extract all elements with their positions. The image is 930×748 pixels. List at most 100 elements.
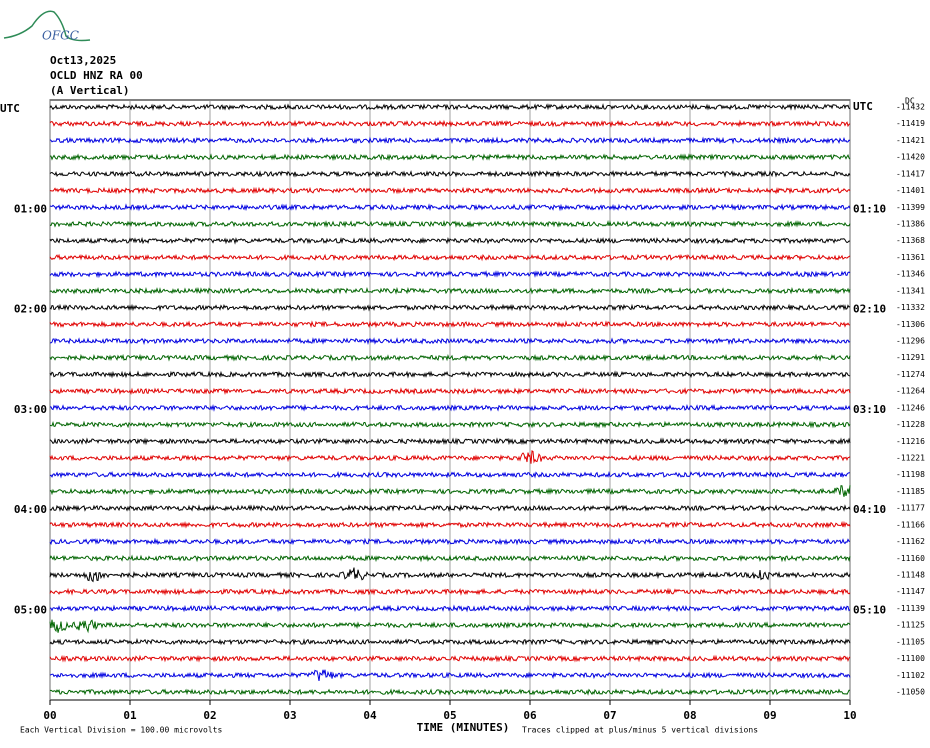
trace bbox=[49, 520, 851, 530]
offset-label: -11125 bbox=[896, 621, 925, 630]
trace bbox=[49, 437, 851, 446]
trace bbox=[49, 450, 851, 464]
trace bbox=[49, 203, 851, 212]
x-tick-label: 04 bbox=[363, 709, 377, 722]
x-tick-label: 09 bbox=[763, 709, 776, 722]
offset-label: -11221 bbox=[896, 454, 925, 463]
offset-label: -11401 bbox=[896, 186, 925, 195]
offset-label: -11386 bbox=[896, 220, 925, 229]
offset-label: -11296 bbox=[896, 337, 925, 346]
row-label-right: 02:10 bbox=[853, 303, 886, 316]
x-tick-label: 05 bbox=[443, 709, 456, 722]
x-tick-label: 00 bbox=[43, 709, 56, 722]
offset-label: -11246 bbox=[896, 403, 925, 412]
trace bbox=[49, 420, 851, 429]
offset-label: -11050 bbox=[896, 688, 925, 697]
offset-label: -11368 bbox=[896, 236, 925, 245]
offset-label: -11147 bbox=[896, 587, 925, 596]
row-label-right: 03:10 bbox=[853, 403, 886, 416]
trace bbox=[49, 387, 851, 396]
trace bbox=[49, 119, 851, 128]
row-label-left: 03:00 bbox=[14, 403, 47, 416]
offset-label: -11346 bbox=[896, 270, 925, 279]
x-axis-label: TIME (MINUTES) bbox=[417, 721, 510, 734]
trace bbox=[49, 353, 851, 362]
offset-label: -11148 bbox=[896, 571, 925, 580]
offset-label: -11216 bbox=[896, 437, 925, 446]
offset-label: -11361 bbox=[896, 253, 925, 262]
row-label-left: 05:00 bbox=[14, 603, 47, 616]
trace bbox=[49, 270, 851, 279]
trace bbox=[49, 303, 851, 312]
trace bbox=[49, 103, 851, 111]
trace bbox=[49, 504, 851, 512]
trace bbox=[49, 637, 851, 646]
offset-label: -11198 bbox=[896, 470, 925, 479]
row-label-left: 04:00 bbox=[14, 503, 47, 516]
trace bbox=[49, 186, 851, 195]
row-label-left: 02:00 bbox=[14, 303, 47, 316]
offset-label: -11417 bbox=[896, 169, 925, 178]
x-tick-label: 03 bbox=[283, 709, 296, 722]
row-label-right: 05:10 bbox=[853, 603, 886, 616]
offset-label: -11139 bbox=[896, 604, 925, 613]
trace bbox=[49, 170, 851, 178]
trace bbox=[49, 604, 851, 613]
footnote: Traces clipped at plus/minus 5 vertical … bbox=[522, 726, 758, 735]
offset-label: -11420 bbox=[896, 153, 925, 162]
trace bbox=[49, 286, 851, 295]
offset-label: -11419 bbox=[896, 119, 925, 128]
offset-label: -11341 bbox=[896, 286, 925, 295]
offset-label: -11291 bbox=[896, 353, 925, 362]
offset-label: -11160 bbox=[896, 554, 925, 563]
offset-label: -11105 bbox=[896, 637, 925, 646]
row-label-right: 04:10 bbox=[853, 503, 886, 516]
row-label-left: 01:00 bbox=[14, 202, 47, 215]
x-tick-label: 10 bbox=[843, 709, 856, 722]
trace bbox=[49, 554, 851, 563]
footnote: Each Vertical Division = 100.00 microvol… bbox=[20, 726, 222, 735]
offset-label: -11100 bbox=[896, 654, 925, 663]
trace bbox=[49, 537, 851, 546]
row-label-right: UTC bbox=[853, 100, 873, 113]
logo: OFGC bbox=[42, 29, 79, 43]
offset-label: -11332 bbox=[896, 303, 925, 312]
trace bbox=[49, 654, 851, 663]
header-line: OCLD HNZ RA 00 bbox=[50, 69, 143, 82]
header-line: Oct13,2025 bbox=[50, 54, 116, 67]
trace bbox=[49, 587, 851, 596]
trace bbox=[49, 567, 851, 583]
offset-label: -11177 bbox=[896, 504, 925, 513]
dc-label: DC bbox=[905, 97, 915, 106]
trace bbox=[49, 370, 851, 379]
x-tick-label: 01 bbox=[123, 709, 137, 722]
trace bbox=[49, 669, 851, 681]
trace bbox=[49, 236, 851, 245]
trace bbox=[49, 470, 851, 479]
offset-label: -11162 bbox=[896, 537, 925, 546]
trace bbox=[49, 619, 851, 634]
trace bbox=[49, 403, 851, 412]
offset-label: -11421 bbox=[896, 136, 925, 145]
trace bbox=[49, 153, 851, 162]
trace bbox=[49, 337, 851, 345]
offset-label: -11306 bbox=[896, 320, 925, 329]
x-tick-label: 02 bbox=[203, 709, 216, 722]
trace bbox=[49, 253, 851, 262]
offset-label: -11432 bbox=[896, 103, 925, 112]
x-tick-label: 07 bbox=[603, 709, 616, 722]
trace bbox=[49, 688, 850, 696]
offset-label: -11399 bbox=[896, 203, 925, 212]
offset-label: -11228 bbox=[896, 420, 925, 429]
logo-curve bbox=[3, 10, 91, 42]
row-label-left: UTC bbox=[0, 102, 20, 115]
trace bbox=[49, 136, 851, 145]
offset-label: -11102 bbox=[896, 671, 925, 680]
x-tick-label: 08 bbox=[683, 709, 696, 722]
header-line: (A Vertical) bbox=[50, 84, 129, 97]
row-label-right: 01:10 bbox=[853, 202, 886, 215]
trace bbox=[49, 485, 851, 497]
trace bbox=[49, 219, 851, 228]
